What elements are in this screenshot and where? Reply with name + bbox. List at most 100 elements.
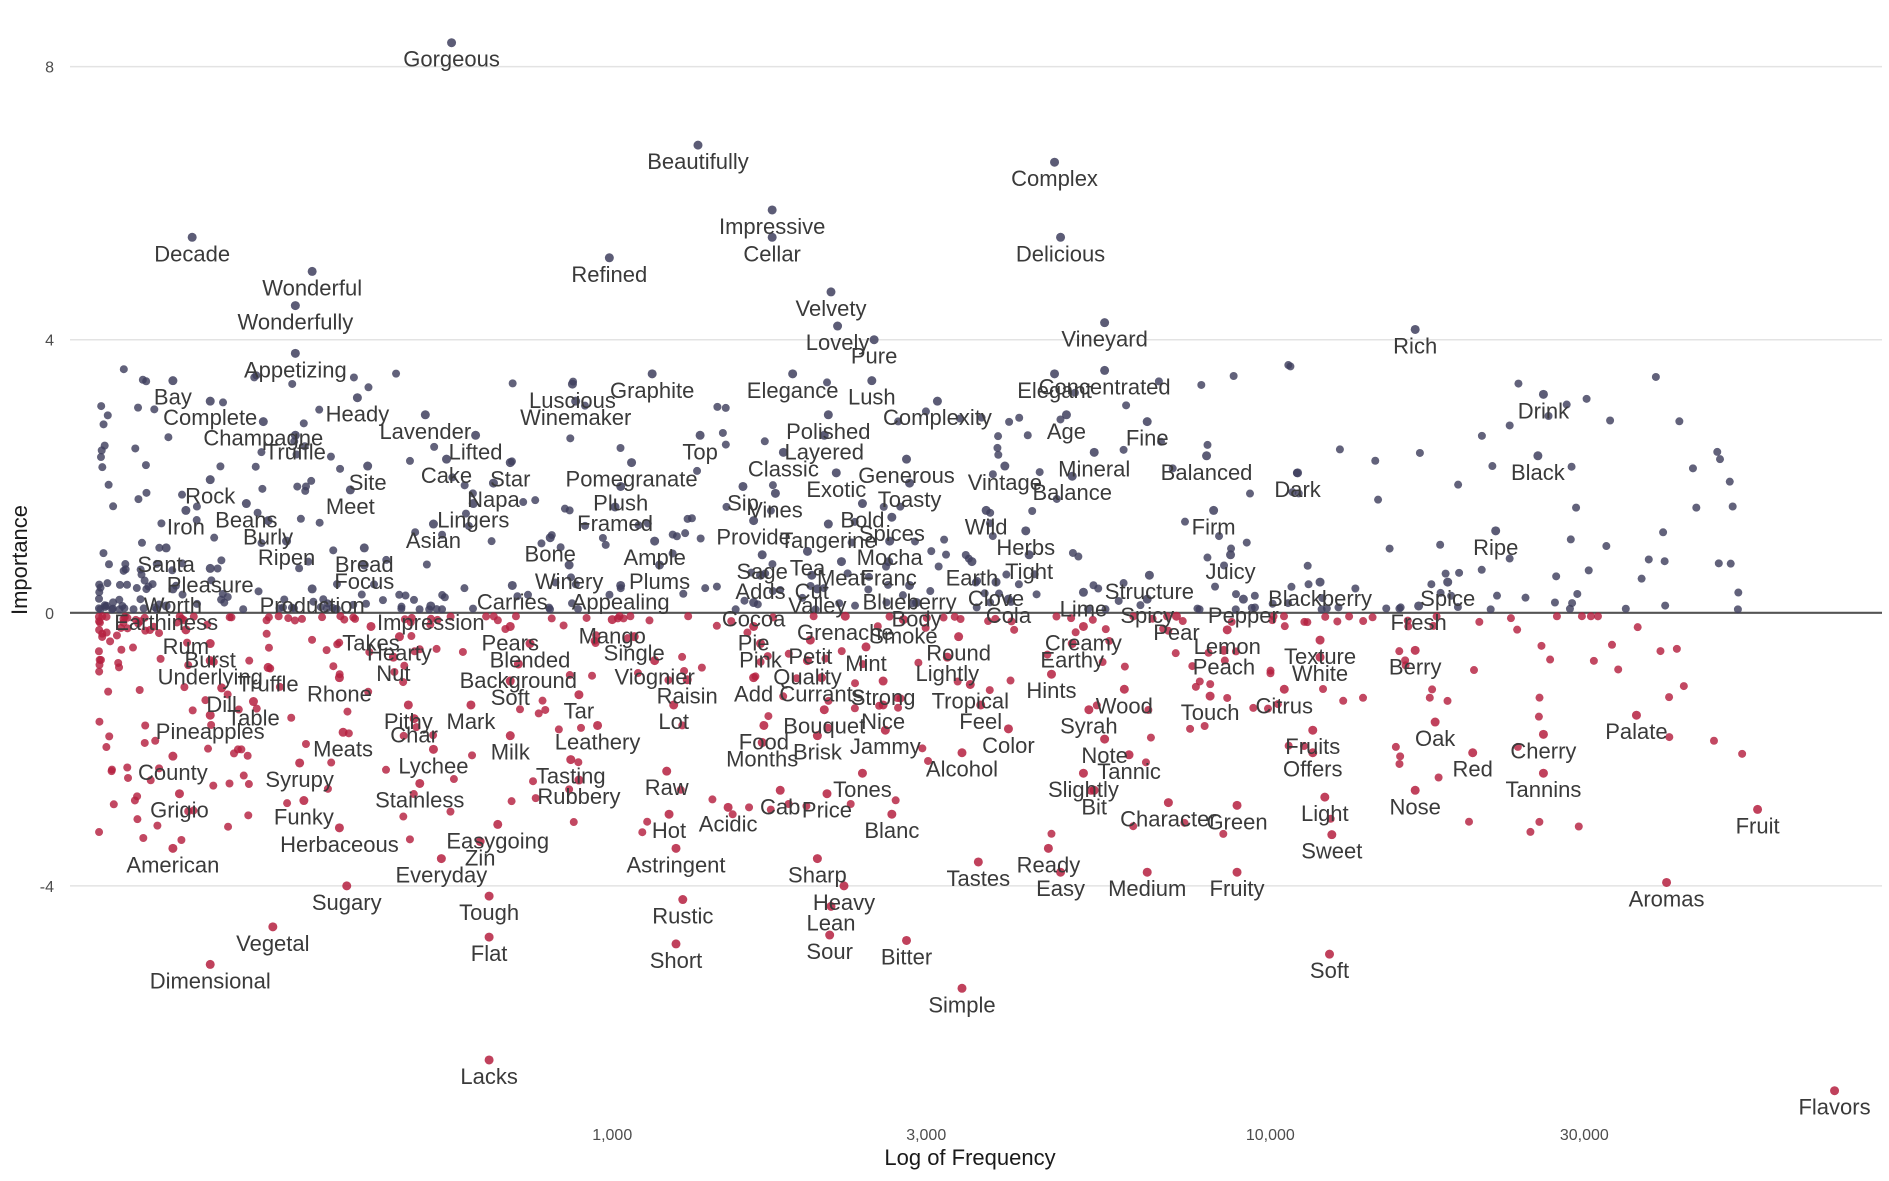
data-point — [792, 674, 801, 683]
data-point — [887, 809, 897, 819]
data-point — [178, 590, 187, 599]
data-point — [972, 603, 981, 612]
data-point — [484, 891, 494, 901]
point-label: Lemon — [1194, 634, 1261, 659]
data-point — [399, 678, 408, 687]
data-point — [1544, 412, 1553, 421]
data-point — [141, 461, 150, 470]
data-point — [1043, 650, 1052, 659]
point-label: Dark — [1274, 477, 1321, 502]
data-point — [192, 502, 201, 511]
data-point — [115, 605, 124, 614]
data-point — [327, 758, 336, 767]
data-point — [749, 598, 759, 608]
data-point — [1193, 604, 1202, 613]
data-point — [161, 601, 171, 611]
data-point — [1505, 421, 1514, 430]
data-point — [927, 547, 936, 556]
data-point — [693, 466, 702, 475]
data-point — [102, 601, 111, 610]
data-point — [604, 253, 614, 263]
data-point — [1287, 582, 1296, 591]
data-point — [740, 596, 749, 605]
point-label: Medium — [1108, 876, 1186, 901]
data-point — [693, 140, 703, 150]
data-point — [727, 617, 736, 626]
point-label: Concentrated — [1039, 374, 1171, 399]
data-point — [315, 518, 324, 527]
point-label: Pie — [738, 630, 770, 655]
data-point — [436, 854, 446, 864]
data-point — [1395, 604, 1404, 613]
point-label: Offers — [1283, 757, 1343, 782]
point-label: Tropical — [932, 688, 1009, 713]
data-point — [446, 612, 455, 621]
data-point — [1385, 544, 1394, 553]
data-point — [505, 676, 515, 686]
data-point — [318, 613, 327, 622]
data-point — [409, 714, 419, 724]
data-point — [745, 803, 754, 812]
data-point — [1067, 471, 1077, 481]
data-point — [1661, 601, 1670, 610]
point-label: Vineyard — [1061, 327, 1147, 352]
data-point — [292, 450, 301, 459]
data-point — [529, 777, 538, 786]
data-point — [683, 514, 692, 523]
data-point — [412, 723, 421, 732]
data-point — [1245, 489, 1254, 498]
data-point — [1100, 318, 1110, 328]
point-label: Tar — [564, 699, 595, 724]
data-point — [1186, 724, 1195, 733]
data-point — [826, 901, 836, 911]
data-point — [359, 543, 369, 553]
data-point — [1119, 445, 1128, 454]
data-point — [1550, 598, 1559, 607]
data-point — [289, 604, 298, 613]
data-point — [1119, 579, 1128, 588]
data-point — [1453, 603, 1462, 612]
point-label: Simple — [928, 992, 995, 1017]
data-point — [1538, 389, 1548, 399]
data-point — [223, 690, 232, 699]
data-point — [252, 704, 261, 713]
data-point — [458, 647, 467, 656]
data-point — [95, 667, 104, 676]
point-label: Light — [1301, 801, 1349, 826]
point-label: Fine — [1126, 426, 1169, 451]
data-point — [1231, 647, 1240, 656]
data-point — [569, 818, 578, 827]
data-point — [507, 580, 517, 590]
data-point — [556, 543, 565, 552]
data-point — [1491, 526, 1501, 536]
point-label: Rock — [185, 484, 236, 509]
data-point — [403, 700, 413, 710]
data-point — [1021, 526, 1031, 536]
data-point — [778, 447, 788, 457]
data-point — [1089, 785, 1099, 795]
data-point — [1713, 447, 1722, 456]
data-point — [647, 369, 657, 379]
data-point — [1537, 641, 1546, 650]
data-point — [1403, 616, 1412, 625]
x-tick-label: 3,000 — [906, 1127, 946, 1144]
data-point — [940, 535, 949, 544]
data-point — [329, 546, 338, 555]
point-label: Sugary — [312, 890, 382, 915]
data-point — [1315, 577, 1325, 587]
point-label: Astringent — [626, 852, 725, 877]
data-point — [605, 590, 614, 599]
data-point — [1032, 590, 1041, 599]
data-point — [141, 721, 150, 730]
point-label: Fruit — [1736, 813, 1780, 838]
data-point — [1232, 800, 1242, 810]
data-point — [1320, 792, 1330, 802]
data-point — [643, 817, 652, 826]
data-point — [438, 530, 447, 539]
point-label: Lychee — [398, 753, 468, 778]
data-point — [1830, 1086, 1840, 1096]
data-point — [409, 790, 418, 799]
data-point — [1441, 569, 1450, 578]
data-point — [155, 543, 164, 552]
point-label: Tannins — [1506, 777, 1582, 802]
